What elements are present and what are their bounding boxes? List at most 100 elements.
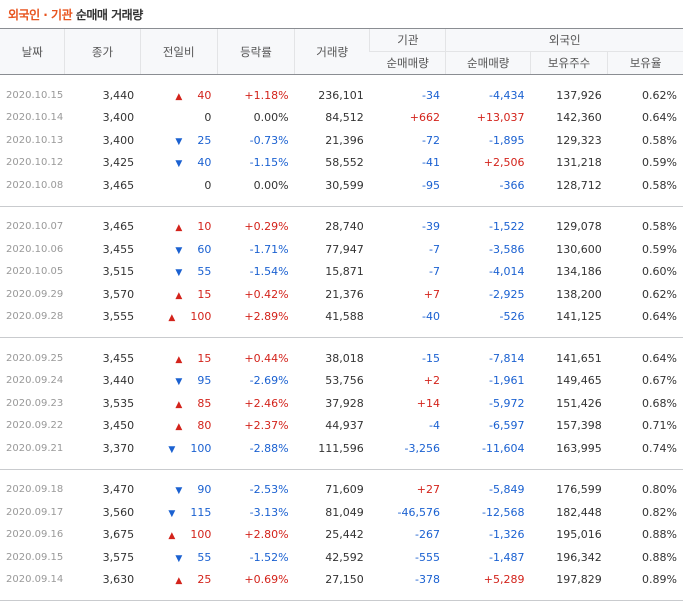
cell-volume: 84,512 [325, 111, 364, 125]
cell-rate: -2.88% [249, 441, 289, 455]
cell-foreign-net: -6,597 [488, 419, 525, 433]
title-net-volume: 순매매 거래량 [75, 8, 143, 22]
cell-foreign-net: -12,568 [481, 505, 525, 519]
cell-change: ▼ 25 [140, 129, 217, 152]
cell-close: 3,440 [102, 374, 135, 388]
table-row: 2020.09.14 3,630 ▲ 25 +0.69% 27,150 -378 +5,289… [0, 569, 683, 592]
cell-foreign-holding: 182,448 [556, 505, 602, 519]
cell-date: 2020.09.15 [6, 551, 64, 563]
cell-volume: 21,396 [325, 133, 364, 147]
cell-foreign-holding: 197,829 [556, 573, 602, 587]
cell-inst-net: -39 [422, 220, 440, 234]
cell-foreign-ratio: 0.58% [642, 220, 677, 234]
table-row: 2020.09.16 3,675 ▲ 100 +2.80% 25,442 -267 -1,32… [0, 524, 683, 547]
col-group-foreign: 외국인 [445, 28, 683, 52]
cell-foreign-holding: 142,360 [556, 111, 602, 125]
change-value: 15 [197, 287, 212, 301]
cell-foreign-holding: 129,078 [556, 220, 602, 234]
cell-change: ▼ 55 [140, 261, 217, 284]
row-spacer [0, 206, 683, 216]
table-row: 2020.10.07 3,465 ▲ 10 +0.29% 28,740 -39 -1,522 1… [0, 216, 683, 239]
cell-foreign-holding: 128,712 [556, 178, 602, 192]
table-row: 2020.09.22 3,450 ▲ 80 +2.37% 44,937 -4 -6,597 15… [0, 415, 683, 438]
section-title: 외국인 · 기관 순매매 거래량 [8, 6, 143, 24]
cell-foreign-holding: 149,465 [556, 374, 602, 388]
cell-volume: 77,947 [325, 242, 364, 256]
cell-rate: -1.15% [249, 156, 289, 170]
cell-volume: 236,101 [318, 88, 364, 102]
col-foreign-net: 순매매량 [445, 51, 531, 75]
cell-foreign-net: -4,014 [488, 265, 525, 279]
cell-rate: 0.00% [253, 178, 289, 192]
up-triangle-icon: ▲ [168, 531, 176, 542]
cell-volume: 111,596 [318, 441, 364, 455]
cell-date: 2020.09.16 [6, 529, 64, 541]
trading-table: 날짜 종가 전일비 등락률 거래량 기관 외국인 순매매량 순매매량 보유주수 … [0, 28, 683, 601]
group-divider [0, 468, 683, 470]
cell-foreign-ratio: 0.88% [642, 550, 677, 564]
cell-date: 2020.09.28 [6, 311, 64, 323]
cell-change: ▲ 100 [140, 306, 217, 329]
cell-volume: 44,937 [325, 419, 364, 433]
cell-inst-net: -34 [422, 88, 440, 102]
cell-rate: -3.13% [249, 505, 289, 519]
cell-foreign-holding: 141,651 [556, 351, 602, 365]
cell-rate: +0.69% [244, 573, 289, 587]
col-group-institution: 기관 [369, 28, 446, 52]
cell-volume: 37,928 [325, 396, 364, 410]
cell-volume: 30,599 [325, 178, 364, 192]
cell-close: 3,455 [102, 242, 135, 256]
cell-foreign-holding: 129,323 [556, 133, 602, 147]
cell-inst-net: -267 [415, 528, 440, 542]
cell-rate: -2.69% [249, 374, 289, 388]
cell-change: ▼ 115 [140, 501, 217, 524]
cell-date: 2020.09.24 [6, 375, 64, 387]
cell-foreign-holding: 141,125 [556, 310, 602, 324]
cell-volume: 81,049 [325, 505, 364, 519]
down-triangle-icon: ▼ [175, 553, 183, 564]
cell-rate: +0.29% [244, 220, 289, 234]
table-row: 2020.10.12 3,425 ▼ 40 -1.15% 58,552 -41 +2,506 1… [0, 152, 683, 175]
cell-rate: +2.46% [244, 396, 289, 410]
cell-change: ▼ 60 [140, 238, 217, 261]
table-row: 2020.09.25 3,455 ▲ 15 +0.44% 38,018 -15 -7,814 1… [0, 347, 683, 370]
cell-close: 3,465 [102, 220, 135, 234]
table-row: 2020.10.06 3,455 ▼ 60 -1.71% 77,947 -7 -3,586 13… [0, 238, 683, 261]
cell-foreign-ratio: 0.59% [642, 156, 677, 170]
cell-inst-net: -15 [422, 351, 440, 365]
cell-foreign-ratio: 0.62% [642, 287, 677, 301]
cell-date: 2020.09.22 [6, 420, 64, 432]
cell-foreign-holding: 130,600 [556, 242, 602, 256]
cell-change: 0 [140, 174, 217, 197]
cell-date: 2020.10.06 [6, 243, 64, 255]
cell-volume: 53,756 [325, 374, 364, 388]
cell-date: 2020.10.15 [6, 89, 64, 101]
table-row: 2020.09.18 3,470 ▼ 90 -2.53% 71,609 +27 -5,849 1… [0, 479, 683, 502]
cell-rate: -1.52% [249, 550, 289, 564]
cell-foreign-ratio: 0.67% [642, 374, 677, 388]
cell-change: ▼ 40 [140, 152, 217, 175]
row-spacer [0, 75, 683, 85]
cell-foreign-ratio: 0.60% [642, 265, 677, 279]
change-value: 100 [190, 441, 212, 455]
cell-foreign-net: -4,434 [488, 88, 525, 102]
cell-rate: +2.89% [244, 310, 289, 324]
cell-volume: 42,592 [325, 550, 364, 564]
change-value: 55 [197, 265, 212, 279]
row-spacer [0, 197, 683, 206]
cell-close: 3,425 [102, 156, 135, 170]
change-value: 25 [197, 133, 212, 147]
col-change: 전일비 [139, 28, 218, 75]
cell-inst-net: -555 [415, 550, 440, 564]
cell-inst-net: +27 [416, 483, 440, 497]
cell-inst-net: -3,256 [404, 441, 440, 455]
cell-inst-net: +2 [423, 374, 440, 388]
table-row: 2020.09.29 3,570 ▲ 15 +0.42% 21,376 +7 -2,925 13… [0, 283, 683, 306]
cell-rate: -1.54% [249, 265, 289, 279]
cell-foreign-ratio: 0.64% [642, 351, 677, 365]
change-value: 80 [197, 419, 212, 433]
cell-rate: +2.80% [244, 528, 289, 542]
down-triangle-icon: ▼ [175, 268, 183, 279]
cell-foreign-ratio: 0.74% [642, 441, 677, 455]
cell-close: 3,575 [102, 550, 135, 564]
